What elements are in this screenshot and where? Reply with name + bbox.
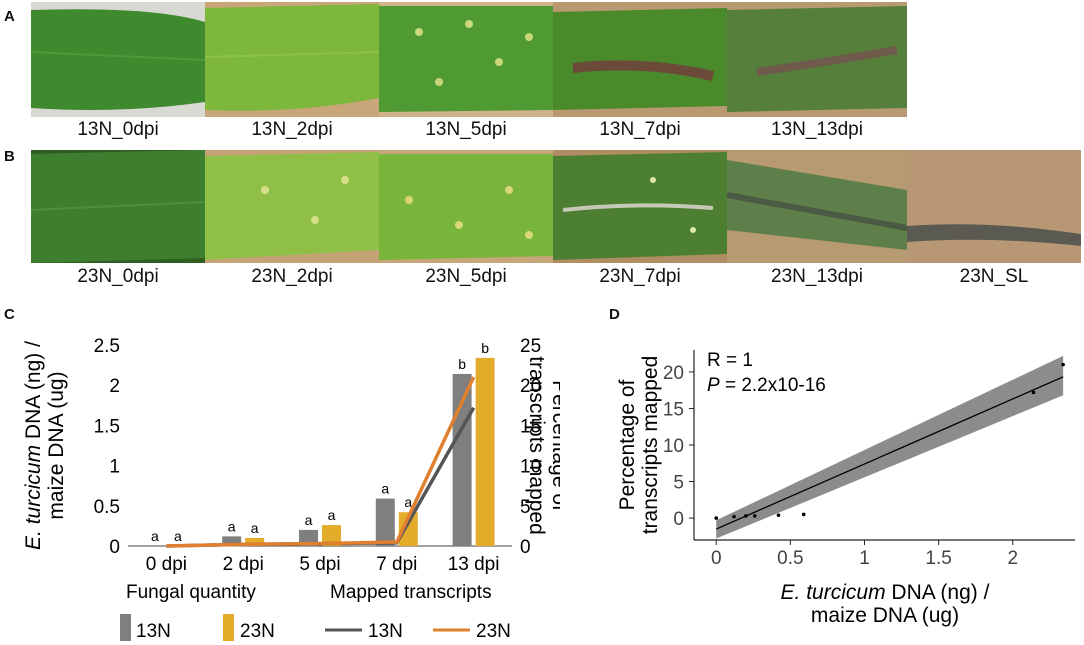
caption-13n-0dpi: 13N_0dpi xyxy=(77,119,159,140)
significance-label: b xyxy=(458,356,466,372)
x-tick-label: 2 dpi xyxy=(223,554,264,575)
leaf-photo-13n-2dpi xyxy=(205,2,379,117)
y-tick-label: 2 xyxy=(109,376,120,397)
y-tick-label: 10 xyxy=(663,436,684,457)
data-point xyxy=(744,514,748,518)
caption-13n-7dpi: 13N_7dpi xyxy=(599,119,681,140)
x-tick-label: 7 dpi xyxy=(376,554,417,575)
significance-label: a xyxy=(228,518,236,534)
legend-label-bar-23N: 23N xyxy=(240,621,275,642)
caption-23n-7dpi: 23N_7dpi xyxy=(599,266,681,287)
regression-line xyxy=(715,376,1064,530)
leaf-photo-13n-0dpi xyxy=(31,2,205,117)
leaf-photo-23n-0dpi xyxy=(31,150,205,263)
panel-label-d: D xyxy=(609,306,620,323)
data-point xyxy=(1031,390,1036,395)
legend-label-line-13N: 13N xyxy=(368,621,403,642)
x-tick-label: 1 xyxy=(859,548,870,569)
data-point xyxy=(1061,362,1065,367)
x-axis-label-line2: maize DNA (ug) xyxy=(811,604,959,627)
data-point xyxy=(732,514,736,519)
panel-label-b: B xyxy=(4,148,15,165)
y-tick-label: 20 xyxy=(663,363,684,384)
legend-label-bar-13N: 13N xyxy=(136,621,171,642)
leaf-photo-13n-7dpi xyxy=(553,2,727,117)
leaf-photo-23n-2dpi xyxy=(205,150,379,263)
legend-swatch-bar-13N xyxy=(120,614,131,641)
significance-label: a xyxy=(251,520,259,536)
y2-tick-label: 15 xyxy=(520,416,541,437)
significance-label: a xyxy=(404,494,412,510)
legend-title-fungal: Fungal quantity xyxy=(126,582,256,603)
data-point xyxy=(776,513,781,517)
significance-label: a xyxy=(305,512,313,528)
data-point xyxy=(801,512,806,517)
y-tick-label: 1 xyxy=(109,457,120,478)
x-axis-label: E. turcicum DNA (ng) / xyxy=(781,581,990,604)
y-tick-label: 0.5 xyxy=(94,497,120,518)
y-tick-label: 0 xyxy=(673,509,684,530)
leaf-photo-23n-5dpi xyxy=(379,150,553,263)
caption-13n-13dpi: 13N_13dpi xyxy=(771,119,863,140)
leaf-photo-23n-sl xyxy=(907,150,1081,263)
leaf-photo-23n-7dpi xyxy=(553,150,727,263)
legend-swatch-bar-23N xyxy=(223,614,234,641)
y2-tick-label: 5 xyxy=(520,497,531,518)
caption-13n-5dpi: 13N_5dpi xyxy=(425,119,507,140)
chart-correlation: 0 5 10 15 20 0 0.5 1 1.5 2 R = 1 P = 2.2x10-16 Perce… xyxy=(616,350,1075,627)
bar-13N-2dpi xyxy=(222,536,242,546)
y2-tick-label: 10 xyxy=(520,457,541,478)
caption-23n-0dpi: 23N_0dpi xyxy=(77,266,159,287)
y-tick-label: 15 xyxy=(663,399,684,420)
confidence-band xyxy=(716,355,1064,539)
y-tick-label: 2.5 xyxy=(94,336,120,357)
x-tick-label: 2 xyxy=(1007,548,1018,569)
leaf-photo-23n-13dpi xyxy=(727,150,907,263)
leaf-photo-13n-5dpi xyxy=(379,2,553,117)
annotation-r: R = 1 xyxy=(707,350,753,371)
x-tick-label: 13 dpi xyxy=(448,554,500,575)
significance-label: a xyxy=(151,528,159,544)
y-axis-label: E. turcicum DNA (ng) /maize DNA (ug) xyxy=(22,341,68,550)
significance-label: a xyxy=(174,528,182,544)
caption-13n-2dpi: 13N_2dpi xyxy=(251,119,333,140)
leaf-photo-13n-13dpi xyxy=(727,2,907,117)
x-tick-label: 0 xyxy=(711,548,722,569)
panel-label-c: C xyxy=(4,306,15,323)
x-tick-label: 1.5 xyxy=(925,548,951,569)
significance-label: a xyxy=(381,481,389,497)
caption-23n-13dpi: 23N_13dpi xyxy=(771,266,863,287)
panel-label-a: A xyxy=(4,8,15,25)
bar-23N-5dpi xyxy=(322,525,341,546)
y-tick-label: 5 xyxy=(673,473,684,494)
data-point xyxy=(752,514,757,518)
legend-title-mapped: Mapped transcripts xyxy=(330,582,492,603)
bar-13N-7dpi xyxy=(375,498,395,546)
x-tick-label: 5 dpi xyxy=(299,554,340,575)
bar-23N-2dpi xyxy=(245,537,265,546)
caption-23n-2dpi: 23N_2dpi xyxy=(251,266,333,287)
significance-label: a xyxy=(328,507,336,523)
x-tick-label: 0 dpi xyxy=(146,554,187,575)
y2-tick-label: 20 xyxy=(520,376,541,397)
y-tick-label: 1.5 xyxy=(94,416,120,437)
y-axis-label: Percentage oftranscripts mapped xyxy=(616,356,662,535)
y2-tick-label: 0 xyxy=(520,537,531,558)
bar-23N-13dpi xyxy=(475,357,495,546)
bar-23N-7dpi xyxy=(398,512,418,546)
line-mapped-23N xyxy=(166,376,476,548)
y2-axis-label: Percentage oftranscripts mapped xyxy=(525,356,560,535)
x-tick-label: 0.5 xyxy=(777,548,803,569)
y2-tick-label: 25 xyxy=(520,336,541,357)
significance-label: b xyxy=(481,340,489,356)
data-point xyxy=(714,516,719,520)
legend-label-line-23N: 23N xyxy=(476,621,511,642)
annotation-p: P = 2.2x10-16 xyxy=(707,375,826,396)
y-tick-label: 0 xyxy=(109,537,120,558)
caption-23n-5dpi: 23N_5dpi xyxy=(425,266,507,287)
caption-23n-sl: 23N_SL xyxy=(959,266,1029,287)
